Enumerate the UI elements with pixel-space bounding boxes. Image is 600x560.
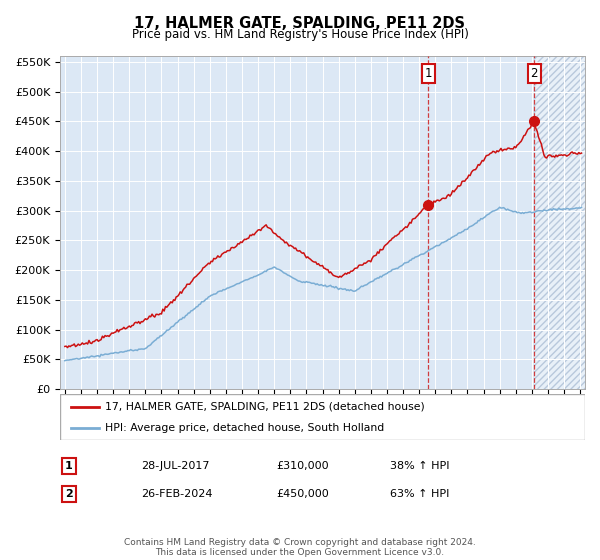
Text: Price paid vs. HM Land Registry's House Price Index (HPI): Price paid vs. HM Land Registry's House …	[131, 28, 469, 41]
Text: 2: 2	[530, 67, 538, 80]
Text: 2: 2	[65, 489, 73, 499]
Text: Contains HM Land Registry data © Crown copyright and database right 2024.
This d: Contains HM Land Registry data © Crown c…	[124, 538, 476, 557]
Text: 17, HALMER GATE, SPALDING, PE11 2DS (detached house): 17, HALMER GATE, SPALDING, PE11 2DS (det…	[104, 402, 424, 412]
Bar	[534, 56, 585, 389]
Text: 17, HALMER GATE, SPALDING, PE11 2DS: 17, HALMER GATE, SPALDING, PE11 2DS	[134, 16, 466, 31]
Text: 63% ↑ HPI: 63% ↑ HPI	[390, 489, 449, 499]
Text: 26-FEB-2024: 26-FEB-2024	[141, 489, 212, 499]
Bar	[534, 56, 585, 389]
Text: £310,000: £310,000	[276, 461, 329, 471]
Text: 38% ↑ HPI: 38% ↑ HPI	[390, 461, 449, 471]
Text: 1: 1	[425, 67, 432, 80]
Text: £450,000: £450,000	[276, 489, 329, 499]
Text: HPI: Average price, detached house, South Holland: HPI: Average price, detached house, Sout…	[104, 423, 384, 433]
Text: 28-JUL-2017: 28-JUL-2017	[141, 461, 209, 471]
FancyBboxPatch shape	[60, 394, 585, 440]
Text: 1: 1	[65, 461, 73, 471]
